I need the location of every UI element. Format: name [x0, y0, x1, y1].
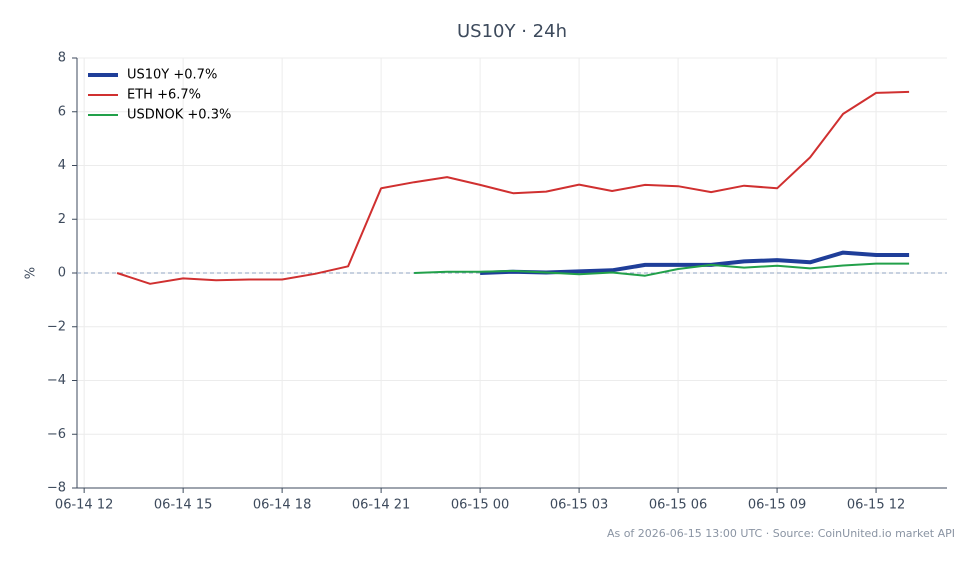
x-tick-label: 06-15 06 [649, 498, 707, 513]
series-line [116, 90, 910, 285]
y-tick-label: 6 [58, 104, 66, 119]
chart-title: US10Y · 24h [457, 21, 567, 42]
y-tick-label: 0 [58, 266, 66, 281]
series-line [480, 250, 910, 275]
y-tick-label: −4 [47, 373, 66, 388]
y-tick-label: −6 [47, 427, 66, 442]
y-axis-label: % [24, 267, 39, 279]
x-tick-label: 06-15 03 [550, 498, 608, 513]
legend-label: US10Y +0.7% [127, 68, 217, 83]
y-tick-label: 2 [58, 212, 66, 227]
x-tick-label: 06-14 18 [253, 498, 311, 513]
x-tick-label: 06-14 12 [55, 498, 113, 513]
x-tick-label: 06-15 00 [451, 498, 509, 513]
x-tick-label: 06-14 21 [352, 498, 410, 513]
y-tick-label: −8 [47, 481, 66, 496]
legend-label: USDNOK +0.3% [127, 108, 231, 123]
x-tick-label: 06-15 09 [748, 498, 806, 513]
y-tick-label: 8 [58, 51, 66, 66]
x-tick-label: 06-15 12 [847, 498, 905, 513]
series-line [414, 262, 910, 277]
y-tick-label: −2 [47, 319, 66, 334]
y-tick-label: 4 [58, 158, 66, 173]
legend-label: ETH +6.7% [127, 88, 201, 103]
footnote: As of 2026-06-15 13:00 UTC · Source: Coi… [607, 527, 955, 540]
x-tick-label: 06-14 15 [154, 498, 212, 513]
